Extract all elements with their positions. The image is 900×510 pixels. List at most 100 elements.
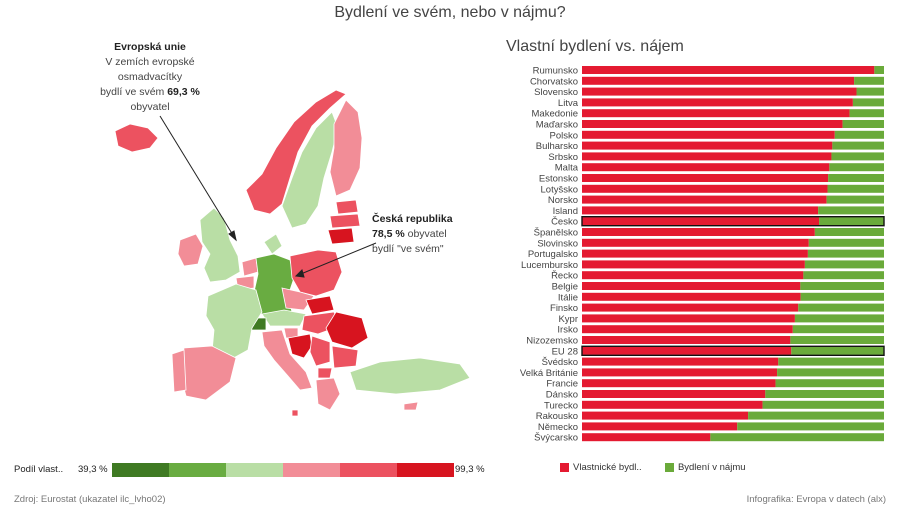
bar-own[interactable] [582,174,829,182]
bar-own[interactable] [582,195,827,204]
bar-rent[interactable] [814,228,884,236]
map-region-estonsko[interactable] [335,199,359,215]
bar-own[interactable] [582,390,766,398]
bar-own[interactable] [582,346,792,355]
bar-rent[interactable] [827,184,884,193]
map-region-finsko[interactable] [329,99,363,197]
bar-chart[interactable]: RumunskoChorvatskoSlovenskoLitvaMakedoni… [500,60,900,452]
bar-rent[interactable] [856,87,884,96]
bar-rent[interactable] [807,249,884,258]
bar-own[interactable] [582,260,805,269]
map-region-velka-britanie[interactable] [199,207,241,283]
bar-rent[interactable] [826,195,884,204]
bar-own[interactable] [582,228,815,236]
bar-rent[interactable] [737,422,884,431]
bar-rent[interactable] [791,346,884,355]
bar-own[interactable] [582,76,855,85]
bar-rent[interactable] [849,109,884,118]
legend-own-label[interactable]: Vlastnické bydl.. [573,462,642,473]
bar-rent[interactable] [748,411,884,420]
bar-rent[interactable] [831,152,884,161]
bar-rent[interactable] [828,174,884,182]
map-region-irsko[interactable] [177,233,204,267]
map-legend-swatch[interactable] [397,463,454,477]
bar-own[interactable] [582,336,791,344]
map-region-recko[interactable] [315,377,341,411]
bar-own[interactable] [582,120,843,128]
bar-own[interactable] [582,314,795,323]
map-region-spanelsko[interactable] [179,345,237,401]
bar-own[interactable] [582,87,857,96]
bar-own[interactable] [582,238,809,247]
bar-rent[interactable] [777,368,884,377]
bar-own[interactable] [582,66,875,74]
bar-own[interactable] [582,184,828,193]
bar-own[interactable] [582,217,820,226]
bar-rent[interactable] [792,325,884,334]
bar-own[interactable] [582,357,779,366]
map-region-dansko[interactable] [263,233,283,255]
map-legend-swatch[interactable] [169,463,226,477]
map-region-turecko[interactable] [349,357,471,395]
bar-own[interactable] [582,271,804,280]
europe-map[interactable] [0,28,500,448]
bar-own[interactable] [582,422,738,431]
bar-own[interactable] [582,98,853,107]
bar-rent[interactable] [808,238,884,247]
map-region-chorvatsko[interactable] [287,333,313,359]
bar-rent[interactable] [874,66,884,74]
map-region-malta[interactable] [291,409,299,417]
bar-rent[interactable] [778,357,884,366]
bar-rent[interactable] [818,206,884,215]
bar-rent[interactable] [800,292,884,301]
map-region-lotyssko[interactable] [329,213,361,229]
bar-rent[interactable] [762,400,884,409]
map-legend-swatch[interactable] [340,463,397,477]
map-legend-swatch[interactable] [226,463,283,477]
legend-rent-label[interactable]: Bydlení v nájmu [677,462,746,473]
bar-own[interactable] [582,379,776,388]
map-region-italie[interactable] [261,329,313,391]
map-region-kypr[interactable] [403,401,419,411]
bar-own[interactable] [582,282,801,290]
bar-own[interactable] [582,433,711,442]
bar-own[interactable] [582,411,749,420]
bar-own[interactable] [582,368,778,377]
bar-rent[interactable] [710,433,884,442]
map-region-portugalsko[interactable] [171,349,187,393]
map-region-francie[interactable] [205,283,263,361]
map-region-norsko[interactable] [245,89,347,215]
map-region-srbsko[interactable] [309,335,331,367]
map-region-polsko[interactable] [289,249,343,297]
bar-own[interactable] [582,141,833,150]
bar-own[interactable] [582,303,799,312]
bar-rent[interactable] [803,271,884,280]
bar-own[interactable] [582,152,832,161]
bar-rent[interactable] [819,217,884,226]
bar-rent[interactable] [829,163,884,172]
map-region-rakousko[interactable] [261,309,307,327]
map-region-nizozemsko[interactable] [241,257,259,277]
bar-own[interactable] [582,109,850,118]
bar-rent[interactable] [790,336,884,344]
map-region-bulharsko[interactable] [331,345,359,369]
bar-rent[interactable] [804,260,884,269]
bar-own[interactable] [582,163,830,172]
bar-own[interactable] [582,206,819,215]
bar-own[interactable] [582,130,835,139]
bar-rent[interactable] [794,314,884,323]
map-legend-swatch[interactable] [283,463,340,477]
bar-own[interactable] [582,249,808,258]
bar-rent[interactable] [854,76,884,85]
map-region-litva[interactable] [327,227,355,245]
bar-own[interactable] [582,325,793,334]
map-region-rumunsko[interactable] [325,311,369,349]
map-region-makedonie[interactable] [317,367,333,379]
bar-rent[interactable] [842,120,884,128]
legend-own-swatch[interactable] [560,462,569,472]
bar-rent[interactable] [832,141,884,150]
bar-rent[interactable] [834,130,884,139]
map-region-island[interactable] [114,123,159,153]
bar-rent[interactable] [852,98,884,107]
map-region-slovensko[interactable] [305,295,335,315]
